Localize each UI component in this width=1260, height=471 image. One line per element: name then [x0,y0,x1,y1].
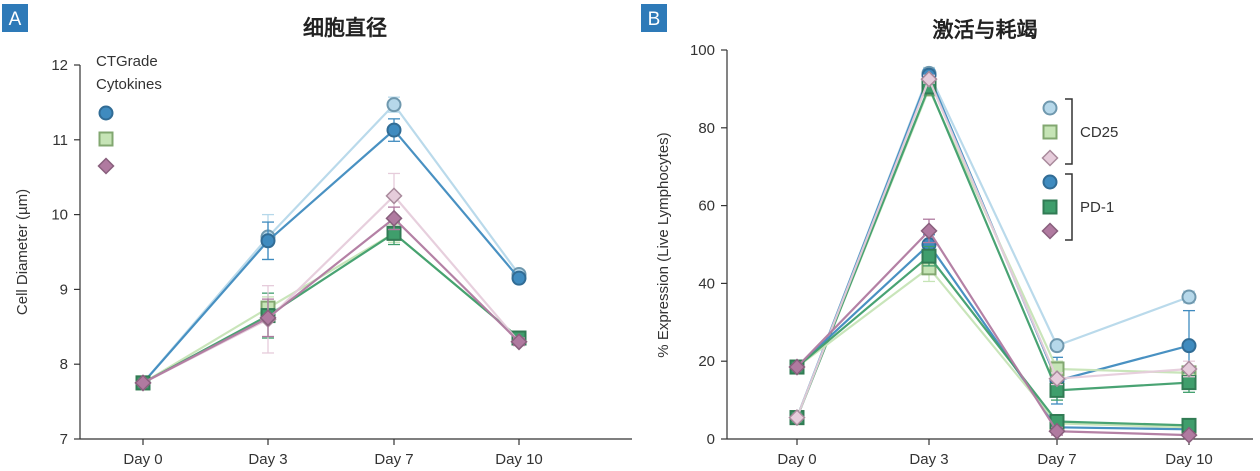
data-point [1181,338,1197,354]
data-point [1180,360,1198,378]
panel-a-letter: A [9,9,22,30]
y-tick-label: 100 [690,42,715,59]
data-point [385,187,403,205]
series-line [795,87,1190,419]
data-point [386,122,402,138]
x-tick-label: Day 7 [374,451,413,468]
series-2 [135,118,527,391]
series-line [796,255,1190,427]
legend-marker [1042,124,1058,140]
legend-bracket-cd25 [1065,98,1073,165]
series-line [796,229,1190,437]
y-tick-label: 8 [60,356,68,373]
panel-a-legend-title-line2: Cytokines [96,76,162,93]
series-line [795,74,1190,419]
panel-b-letter: B [648,9,661,30]
series-3 [135,223,527,391]
y-tick-label: 11 [52,132,68,149]
x-tick-label: Day 7 [1037,451,1076,468]
data-point [385,209,403,227]
data-point [511,270,527,286]
series-9 [788,218,1198,444]
series-line [142,232,520,384]
legend-marker [1041,222,1059,240]
series-line [795,72,1190,418]
y-tick-label: 10 [51,207,68,224]
x-tick-label: Day 0 [777,451,816,468]
panel-a-legend-title-line1: CTGrade [96,53,158,70]
panel-b-y-axis-label: % Expression (Live Lymphocytes) [655,132,672,357]
y-tick-label: 0 [707,431,715,448]
panel-a-plot: 7 8 9 10 11 12 Day 0 Day 3 Day 7 Day 10 [51,57,632,468]
series-line [796,266,1190,429]
y-tick-label: 20 [698,353,715,370]
series-line [795,78,1190,419]
data-point [921,248,937,264]
series-4 [135,221,527,391]
data-point [1049,338,1065,354]
x-tick-label: Day 10 [1165,451,1213,468]
data-point [1181,289,1197,305]
series-line [142,128,520,384]
data-point [920,222,938,240]
data-point [788,358,806,376]
y-tick-label: 80 [698,120,715,137]
series-line [142,232,520,384]
data-point [1181,375,1197,391]
panel-b-badge [641,4,667,32]
panel-b-title: 激活与耗竭 [933,18,1038,42]
data-point [788,409,806,427]
panel-b-legend-pd1: PD-1 [1080,199,1114,216]
data-point [1048,370,1066,388]
panel-a-title: 细胞直径 [303,16,387,40]
legend-marker [1041,149,1059,167]
data-point [386,97,402,113]
series-line [796,243,1190,431]
data-point [134,374,152,392]
legend-marker [98,105,114,121]
y-tick-label: 60 [698,198,715,215]
y-tick-label: 9 [60,281,68,298]
panel-a-badge [2,4,28,32]
y-tick-label: 12 [51,57,68,74]
series-line [142,103,520,384]
data-point [510,333,528,351]
series-6 [789,234,1197,437]
data-point [260,233,276,249]
legend-marker [98,131,114,147]
series-line [795,85,1190,419]
panel-b-legend-cd25: CD25 [1080,124,1118,141]
panel-a-y-axis-label: Cell Diameter (µm) [14,189,31,315]
legend-marker [1042,199,1058,215]
panel-b-plot: 0 20 40 60 80 100 Day 0 Day 3 Day 7 Day 10 [690,42,1253,468]
x-tick-label: Day 10 [495,451,543,468]
data-point [920,70,938,88]
data-point [1048,422,1066,440]
y-tick-label: 40 [698,275,715,292]
legend-bracket-pd1 [1065,173,1073,241]
data-point [1180,426,1198,444]
x-tick-label: Day 0 [123,451,162,468]
legend-marker [1042,174,1058,190]
x-tick-label: Day 3 [248,451,287,468]
legend-marker [97,157,115,175]
legend-marker [1042,100,1058,116]
y-tick-label: 7 [60,431,68,448]
series-5 [788,70,1198,427]
x-tick-label: Day 3 [909,451,948,468]
series-6 [134,206,528,392]
series-line [142,217,520,384]
series-1 [135,96,527,391]
data-point [259,309,277,327]
